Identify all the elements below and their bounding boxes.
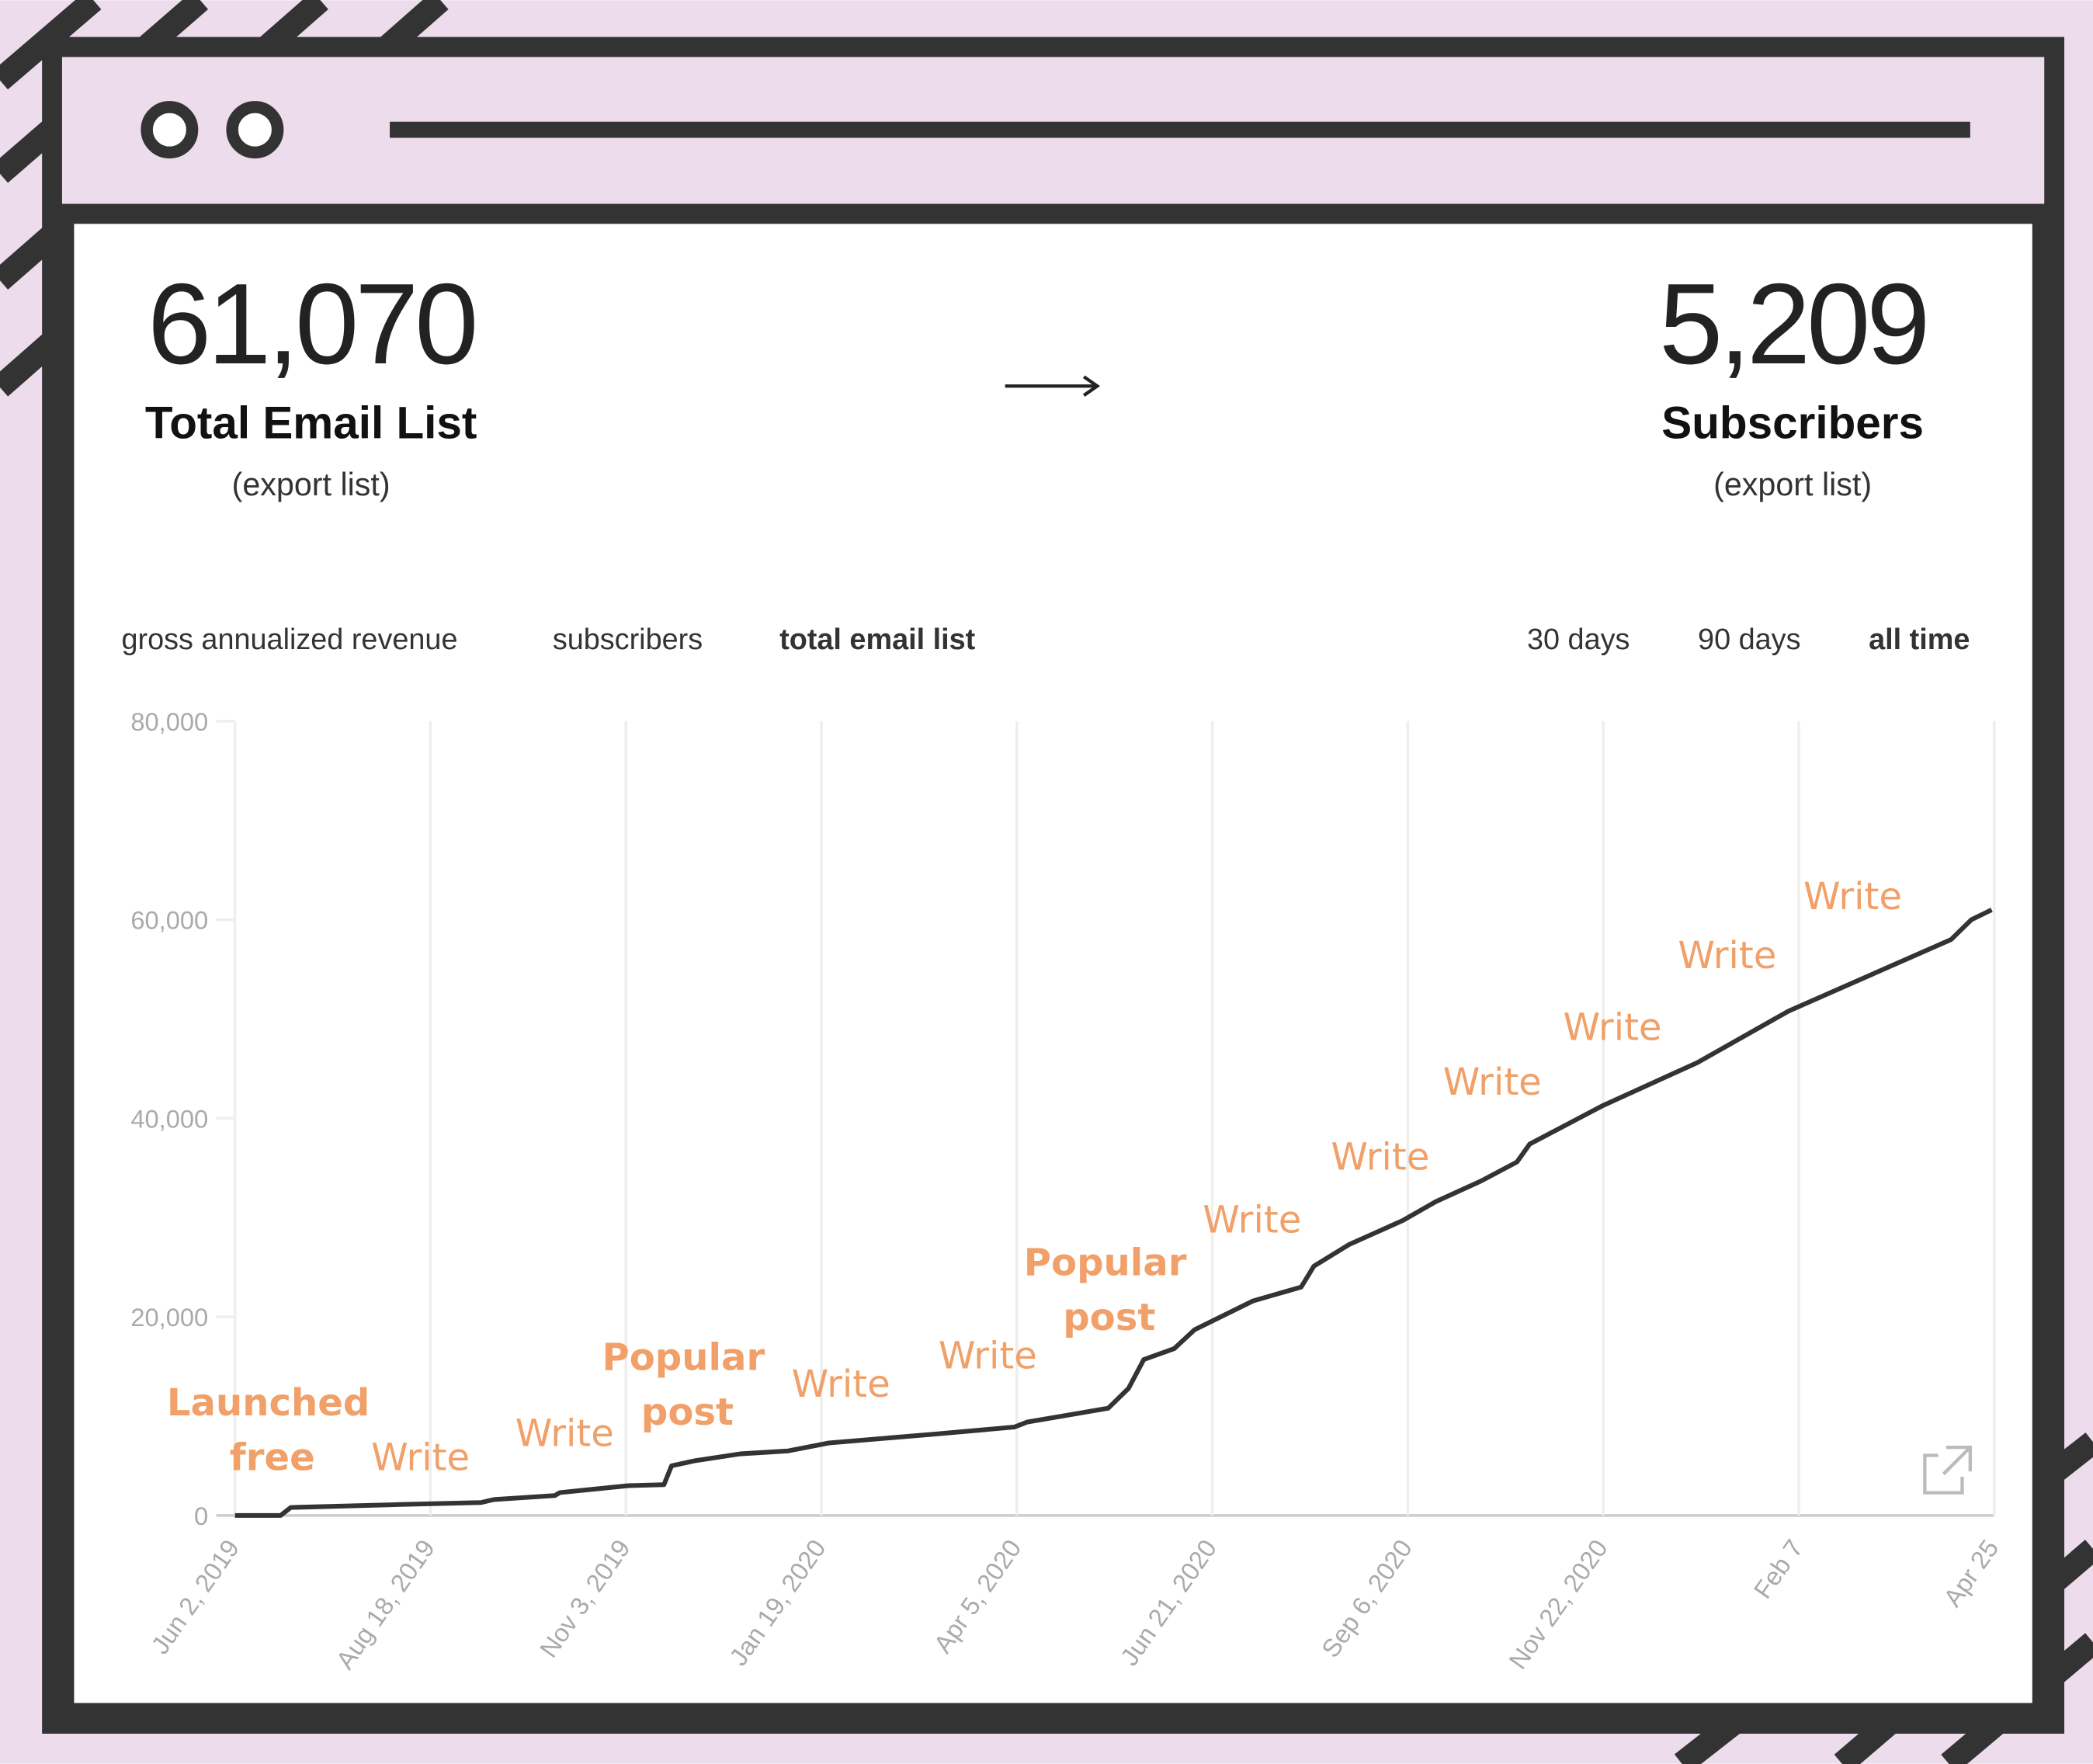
window-dot: [226, 101, 284, 159]
annotation: Write: [1443, 1061, 1542, 1104]
annotation: Write: [515, 1412, 614, 1455]
annotation: free: [230, 1436, 315, 1479]
metric-tab[interactable]: total email list: [779, 623, 976, 656]
y-tick-label: 80,000: [130, 707, 208, 736]
annotation: Write: [1203, 1198, 1301, 1241]
export-link[interactable]: (export list): [1713, 467, 1872, 502]
data-line: [234, 908, 1993, 1518]
window-content: [54, 203, 2053, 1724]
arrow: [1005, 375, 1101, 398]
range-tab[interactable]: 30 days: [1527, 623, 1630, 656]
y-tick-label: 40,000: [130, 1104, 208, 1133]
open-external-icon[interactable]: [1923, 1446, 1972, 1495]
metric-value: 61,070: [148, 260, 474, 388]
metric-value: 5,209: [1659, 260, 1926, 388]
metric-tab[interactable]: subscribers: [553, 623, 703, 656]
annotation: Write: [1678, 934, 1776, 977]
annotation: Popular: [602, 1335, 765, 1379]
annotation: Write: [1331, 1136, 1429, 1179]
y-tick-label: 0: [194, 1502, 208, 1530]
annotation: Write: [939, 1335, 1037, 1378]
annotation: Write: [792, 1363, 890, 1406]
export-link[interactable]: (export list): [232, 467, 390, 502]
range-tab[interactable]: all time: [1869, 623, 1970, 656]
metric-label: Subscribers: [1661, 398, 1924, 448]
y-tick-label: 60,000: [130, 906, 208, 935]
annotation: Write: [1803, 875, 1902, 918]
metric-tab[interactable]: gross annualized revenue: [121, 623, 457, 656]
metric-label: Total Email List: [145, 398, 477, 448]
annotation: Launched: [167, 1381, 370, 1425]
range-tab[interactable]: 90 days: [1698, 623, 1800, 656]
annotation: Write: [1563, 1006, 1661, 1050]
annotation: post: [641, 1391, 734, 1434]
annotation: Popular: [1024, 1241, 1187, 1284]
y-tick-label: 20,000: [130, 1303, 208, 1332]
annotation: Write: [371, 1436, 470, 1479]
annotation: post: [1063, 1296, 1155, 1339]
window-dot: [141, 101, 199, 159]
